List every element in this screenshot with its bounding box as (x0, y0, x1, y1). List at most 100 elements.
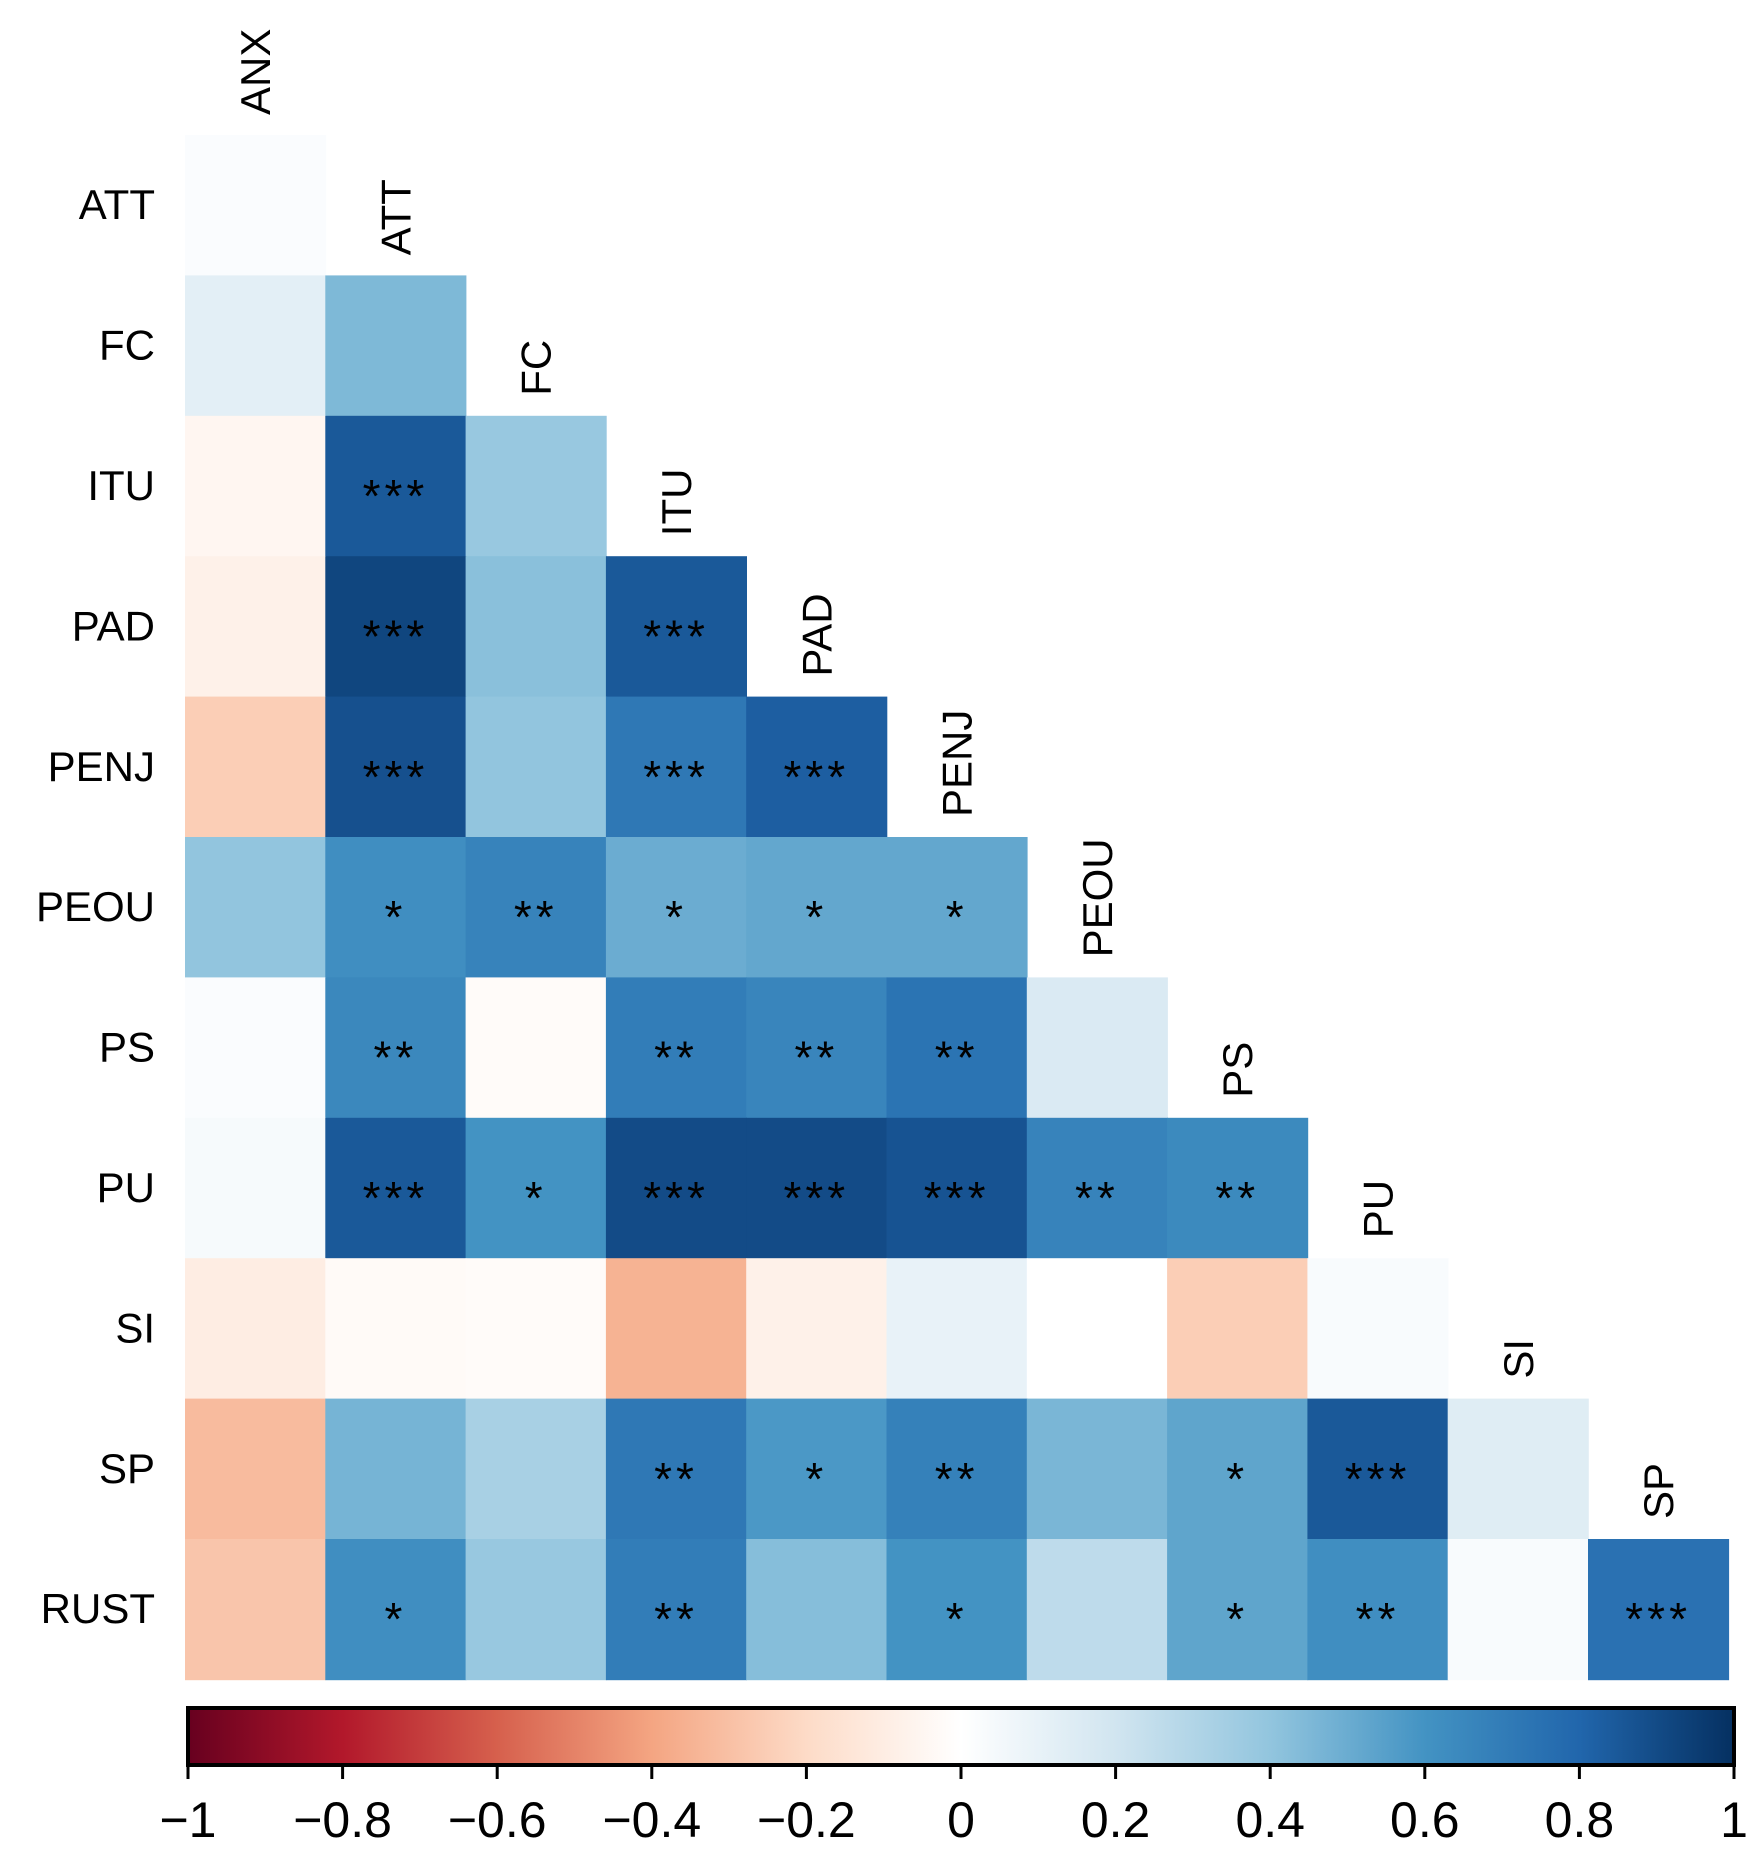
significance-marker: ** (935, 1453, 979, 1505)
row-label-peou: PEOU (36, 883, 155, 930)
significance-marker: * (946, 891, 968, 943)
significance-marker: ** (935, 1032, 979, 1084)
row-label-penj: PENJ (48, 743, 155, 790)
heatmap-cell-rust-pad (746, 1539, 888, 1681)
column-label-itu: ITU (653, 469, 700, 537)
significance-marker: *** (363, 470, 429, 522)
heatmap-cell-fc-att (325, 275, 467, 417)
heatmap-cell-rust-att (325, 1539, 467, 1681)
row-label-pu: PU (97, 1164, 155, 1211)
heatmap-cell-pad-itu (605, 556, 747, 698)
significance-marker: * (384, 891, 406, 943)
significance-marker: * (525, 1172, 547, 1224)
row-label-att: ATT (79, 181, 155, 228)
heatmap-cell-pu-penj (886, 1117, 1028, 1259)
colorbar-tick-label: 0.2 (1081, 1792, 1151, 1848)
colorbar-tick-label: −0.4 (602, 1792, 701, 1848)
row-label-sp: SP (99, 1445, 155, 1492)
significance-marker: * (384, 1593, 406, 1645)
significance-marker: *** (363, 751, 429, 803)
heatmap-cell-peou-att (325, 837, 467, 979)
column-label-sp: SP (1635, 1463, 1682, 1519)
significance-marker: *** (643, 751, 709, 803)
significance-marker: ** (1356, 1593, 1400, 1645)
significance-markers: ****** ****** *** **** ** * * *** ** ** ***** * *** *… (363, 470, 1691, 1645)
significance-marker: *** (643, 610, 709, 662)
heatmap-cell-si-pad (746, 1258, 888, 1400)
column-label-pu: PU (1355, 1180, 1402, 1238)
significance-marker: ** (1075, 1172, 1119, 1224)
significance-marker: * (665, 891, 687, 943)
column-label-pad: PAD (793, 593, 840, 676)
heatmap-cell-si-anx (185, 1258, 327, 1400)
colorbar-tick-label: 0.4 (1235, 1792, 1305, 1848)
heatmap-cell-pad-anx (185, 556, 327, 698)
heatmap-cell-peou-anx (185, 837, 327, 979)
heatmap-cell-pad-fc (465, 556, 607, 698)
row-label-ps: PS (99, 1024, 155, 1071)
heatmap-cell-fc-anx (185, 275, 327, 417)
significance-marker: * (1226, 1593, 1248, 1645)
heatmap-cell-rust-itu (605, 1539, 747, 1681)
heatmap-cell-penj-pad (746, 696, 888, 838)
heatmap-cell-rust-peou (1026, 1539, 1168, 1681)
column-labels: ANX ATT FC ITU PAD PENJ PEOU PS PU SI SP (232, 29, 1682, 1519)
colorbar-tick-label: −0.6 (448, 1792, 547, 1848)
colorbar-tick-label: 0.8 (1545, 1792, 1615, 1848)
heatmap-cell-ps-penj (886, 977, 1028, 1119)
heatmap-cell-pu-att (325, 1117, 467, 1259)
colorbar-tick-label: 1 (1720, 1792, 1748, 1848)
significance-marker: ** (654, 1032, 698, 1084)
significance-marker: ** (374, 1032, 418, 1084)
colorbar-tick-label: −1 (159, 1792, 216, 1848)
heatmap-cell-sp-att (325, 1398, 467, 1540)
significance-marker: *** (1345, 1453, 1411, 1505)
column-label-att: ATT (372, 179, 419, 255)
heatmap-cell-penj-fc (465, 696, 607, 838)
heatmap-cell-sp-ps (1167, 1398, 1309, 1540)
heatmap-cell-pu-itu (605, 1117, 747, 1259)
significance-marker: *** (924, 1172, 990, 1224)
heatmap-cell-sp-itu (605, 1398, 747, 1540)
significance-marker: *** (1625, 1593, 1691, 1645)
colorbar-tick-label: −0.8 (293, 1792, 392, 1848)
colorbar-gradient (186, 1706, 1736, 1767)
significance-marker: *** (643, 1172, 709, 1224)
heatmap-cell-si-fc (465, 1258, 607, 1400)
heatmap-cell-ps-anx (185, 977, 327, 1119)
significance-marker: * (805, 1453, 827, 1505)
column-label-si: SI (1495, 1339, 1542, 1379)
row-label-si: SI (115, 1304, 155, 1351)
heatmap-cell-rust-fc (465, 1539, 607, 1681)
row-label-itu: ITU (87, 462, 155, 509)
heatmap-cell-itu-fc (465, 415, 607, 557)
heatmap-cell-peou-fc (465, 837, 607, 979)
significance-marker: *** (363, 1172, 429, 1224)
heatmap-cell-peou-itu (605, 837, 747, 979)
heatmap-cell-rust-pu (1307, 1539, 1449, 1681)
row-labels: ATT FC ITU PAD PENJ PEOU PS PU SI SP RUST (36, 181, 155, 1632)
heatmap-cell-penj-att (325, 696, 467, 838)
heatmap-cells (185, 135, 1730, 1681)
significance-marker: *** (783, 751, 849, 803)
significance-marker: ** (514, 891, 558, 943)
heatmap-cell-sp-peou (1026, 1398, 1168, 1540)
significance-marker: ** (654, 1453, 698, 1505)
column-label-penj: PENJ (934, 710, 981, 817)
heatmap-cell-rust-si (1447, 1539, 1589, 1681)
significance-marker: ** (1215, 1172, 1259, 1224)
heatmap-cell-itu-att (325, 415, 467, 557)
heatmap-cell-ps-peou (1026, 977, 1168, 1119)
significance-marker: ** (654, 1593, 698, 1645)
heatmap-cell-sp-si (1447, 1398, 1589, 1540)
heatmap-cell-rust-sp (1588, 1539, 1730, 1681)
heatmap-cell-sp-pad (746, 1398, 888, 1540)
heatmap-cell-pu-peou (1026, 1117, 1168, 1259)
heatmap-cell-sp-fc (465, 1398, 607, 1540)
row-label-fc: FC (99, 322, 155, 369)
heatmap-cell-sp-pu (1307, 1398, 1449, 1540)
column-label-fc: FC (513, 340, 560, 396)
heatmap-cell-rust-anx (185, 1539, 327, 1681)
heatmap-cell-ps-att (325, 977, 467, 1119)
